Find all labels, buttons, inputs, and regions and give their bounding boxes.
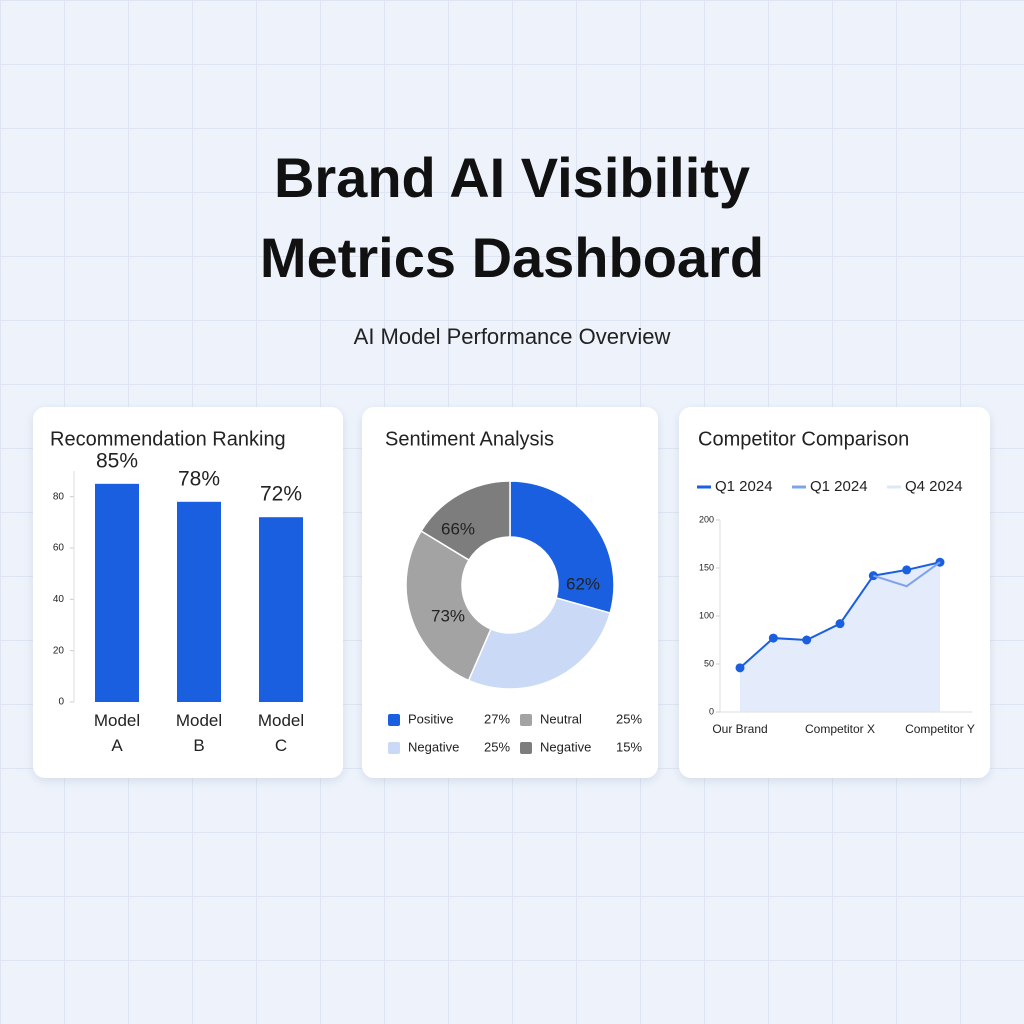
y-tick-label: 40 — [53, 594, 65, 605]
bar — [95, 483, 139, 702]
y-tick-label: 20 — [53, 645, 65, 656]
point — [735, 663, 745, 673]
y-tick-label: 80 — [53, 491, 65, 502]
chart-title: Sentiment Analysis — [385, 428, 554, 450]
legend-label: Neutral — [540, 711, 582, 726]
point — [768, 633, 778, 643]
legend-swatch — [388, 714, 400, 726]
y-tick-label: 60 — [53, 543, 65, 554]
chart-title: Competitor Comparison — [698, 428, 909, 450]
value-label: 78% — [178, 467, 220, 490]
slice-label: 73% — [431, 606, 465, 625]
legend-label: Q4 2024 — [905, 478, 963, 495]
page-subtitle: AI Model Performance Overview — [353, 324, 671, 349]
x-tick-label: Our Brand — [712, 722, 767, 736]
legend-label: Negative — [408, 739, 459, 754]
card — [362, 407, 658, 778]
slice-label: 62% — [566, 574, 600, 593]
y-tick-label: 50 — [704, 658, 714, 668]
y-tick-label: 150 — [699, 562, 714, 572]
point — [902, 565, 912, 575]
bar — [177, 501, 221, 702]
y-tick-label: 0 — [709, 706, 714, 716]
y-tick-label: 100 — [699, 610, 714, 620]
bar — [259, 517, 303, 702]
donut-slice — [420, 480, 511, 562]
legend-label: Q1 2024 — [715, 478, 773, 495]
point — [802, 635, 812, 645]
legend-value: 25% — [616, 711, 642, 726]
legend-value: 15% — [616, 739, 642, 754]
y-tick-label: 0 — [58, 697, 64, 708]
legend-label: Positive — [408, 711, 454, 726]
donut-slice — [405, 529, 492, 682]
legend-value: 27% — [484, 711, 510, 726]
x-tick-label: Model A — [93, 711, 141, 755]
x-tick-label: Competitor Y — [905, 722, 975, 736]
legend-swatch — [388, 742, 400, 754]
donut-slice — [509, 480, 615, 614]
page-title: Brand AI Visibility Metrics Dashboard — [259, 146, 765, 289]
legend-swatch — [520, 742, 532, 754]
legend-label: Q1 2024 — [810, 478, 868, 495]
slice-label: 66% — [441, 519, 475, 538]
legend-value: 25% — [484, 739, 510, 754]
value-label: 72% — [260, 483, 302, 506]
chart-title: Recommendation Ranking — [50, 428, 286, 450]
x-tick-label: Competitor X — [805, 722, 875, 736]
point — [835, 619, 845, 629]
x-tick-label: Model C — [257, 711, 305, 755]
area — [740, 562, 940, 712]
value-label: 85% — [96, 449, 138, 472]
donut-slice — [467, 597, 612, 690]
legend-swatch — [520, 714, 532, 726]
line — [873, 561, 941, 588]
y-tick-label: 200 — [699, 514, 714, 524]
x-tick-label: Model B — [175, 711, 223, 755]
legend-label: Negative — [540, 739, 591, 754]
